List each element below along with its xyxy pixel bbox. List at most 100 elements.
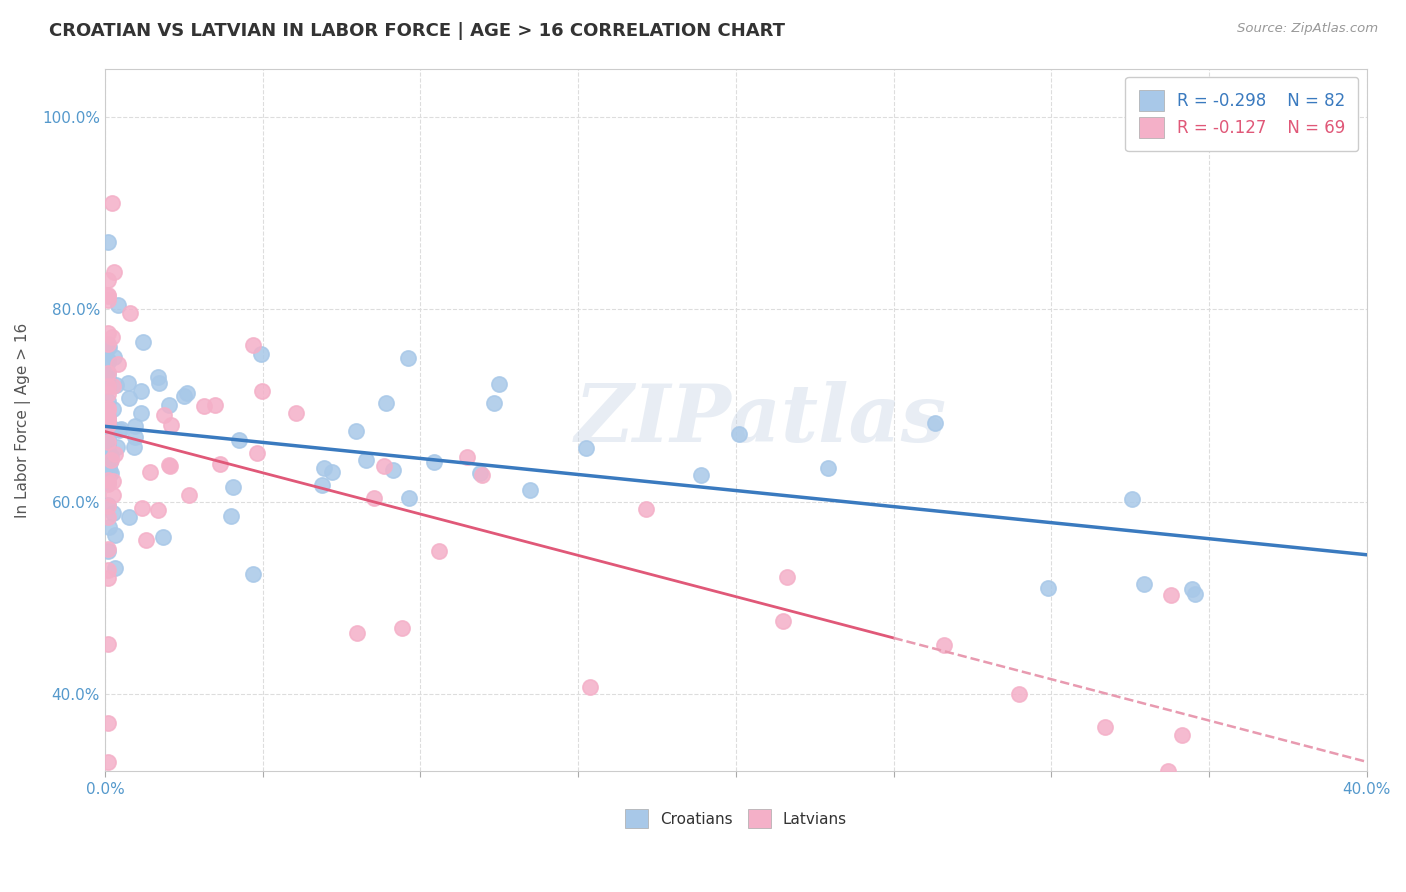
Point xyxy=(134,533,156,547)
Point xyxy=(103,506,125,520)
Point xyxy=(98,340,121,354)
Point xyxy=(97,477,120,491)
Point xyxy=(97,435,120,450)
Point xyxy=(728,426,751,441)
Point xyxy=(98,455,121,469)
Point xyxy=(159,458,181,473)
Text: ZIPatlas: ZIPatlas xyxy=(575,381,948,458)
Point xyxy=(103,561,125,575)
Point xyxy=(228,433,250,447)
Point xyxy=(776,569,799,583)
Point xyxy=(146,502,169,516)
Point xyxy=(354,453,377,467)
Point xyxy=(97,473,120,487)
Point xyxy=(97,366,120,380)
Point xyxy=(131,500,153,515)
Text: CROATIAN VS LATVIAN IN LABOR FORCE | AGE > 16 CORRELATION CHART: CROATIAN VS LATVIAN IN LABOR FORCE | AGE… xyxy=(49,22,785,40)
Point xyxy=(105,441,128,455)
Point xyxy=(97,412,120,426)
Point xyxy=(97,413,120,427)
Point xyxy=(139,465,162,479)
Point xyxy=(107,298,129,312)
Point xyxy=(97,338,120,352)
Point xyxy=(101,488,124,502)
Point xyxy=(177,488,200,502)
Point xyxy=(97,444,120,458)
Point xyxy=(97,432,120,446)
Point xyxy=(100,466,122,480)
Point xyxy=(242,566,264,581)
Point xyxy=(100,453,122,467)
Point xyxy=(100,196,122,211)
Point xyxy=(471,468,494,483)
Point xyxy=(1171,728,1194,742)
Point xyxy=(97,544,120,558)
Point xyxy=(97,288,120,302)
Point xyxy=(124,418,146,433)
Point xyxy=(1121,492,1143,507)
Point xyxy=(391,621,413,635)
Point xyxy=(98,465,121,479)
Point xyxy=(173,389,195,403)
Point xyxy=(104,528,127,542)
Point xyxy=(924,416,946,430)
Point xyxy=(97,755,120,769)
Point xyxy=(97,366,120,380)
Point xyxy=(97,541,120,556)
Point xyxy=(1181,582,1204,596)
Point xyxy=(100,448,122,462)
Point xyxy=(117,510,139,524)
Point xyxy=(97,288,120,302)
Y-axis label: In Labor Force | Age > 16: In Labor Force | Age > 16 xyxy=(15,322,31,517)
Point xyxy=(103,351,125,365)
Point xyxy=(690,467,713,482)
Point xyxy=(97,563,120,577)
Point xyxy=(103,378,125,392)
Point xyxy=(285,406,308,420)
Point xyxy=(97,571,120,585)
Point xyxy=(97,509,120,524)
Point xyxy=(1036,582,1059,596)
Point xyxy=(97,716,120,731)
Point xyxy=(484,396,506,410)
Point xyxy=(932,638,955,652)
Point xyxy=(97,446,120,460)
Point xyxy=(146,370,169,384)
Point xyxy=(97,355,120,369)
Point xyxy=(157,398,180,412)
Point xyxy=(110,421,132,435)
Point xyxy=(97,410,120,425)
Point xyxy=(314,460,336,475)
Point xyxy=(107,357,129,371)
Point xyxy=(396,351,419,366)
Point xyxy=(222,479,245,493)
Point xyxy=(152,409,174,423)
Point xyxy=(97,439,120,453)
Point xyxy=(97,235,120,249)
Point xyxy=(1008,687,1031,701)
Point xyxy=(575,441,598,455)
Point xyxy=(131,334,153,349)
Point xyxy=(103,401,125,416)
Point xyxy=(488,377,510,392)
Point xyxy=(97,371,120,385)
Point xyxy=(131,406,153,420)
Point xyxy=(1184,587,1206,601)
Point xyxy=(578,680,600,694)
Point xyxy=(152,530,174,544)
Point xyxy=(193,399,215,413)
Point xyxy=(129,384,152,398)
Point xyxy=(97,337,120,351)
Point xyxy=(97,435,120,450)
Point xyxy=(423,455,446,469)
Point xyxy=(1157,764,1180,779)
Point xyxy=(176,386,198,401)
Point xyxy=(772,614,794,628)
Point xyxy=(97,433,120,447)
Point xyxy=(1160,588,1182,602)
Legend: Croatians, Latvians: Croatians, Latvians xyxy=(619,803,853,834)
Point xyxy=(103,422,125,436)
Point xyxy=(97,461,120,475)
Point xyxy=(97,637,120,651)
Point xyxy=(97,417,120,432)
